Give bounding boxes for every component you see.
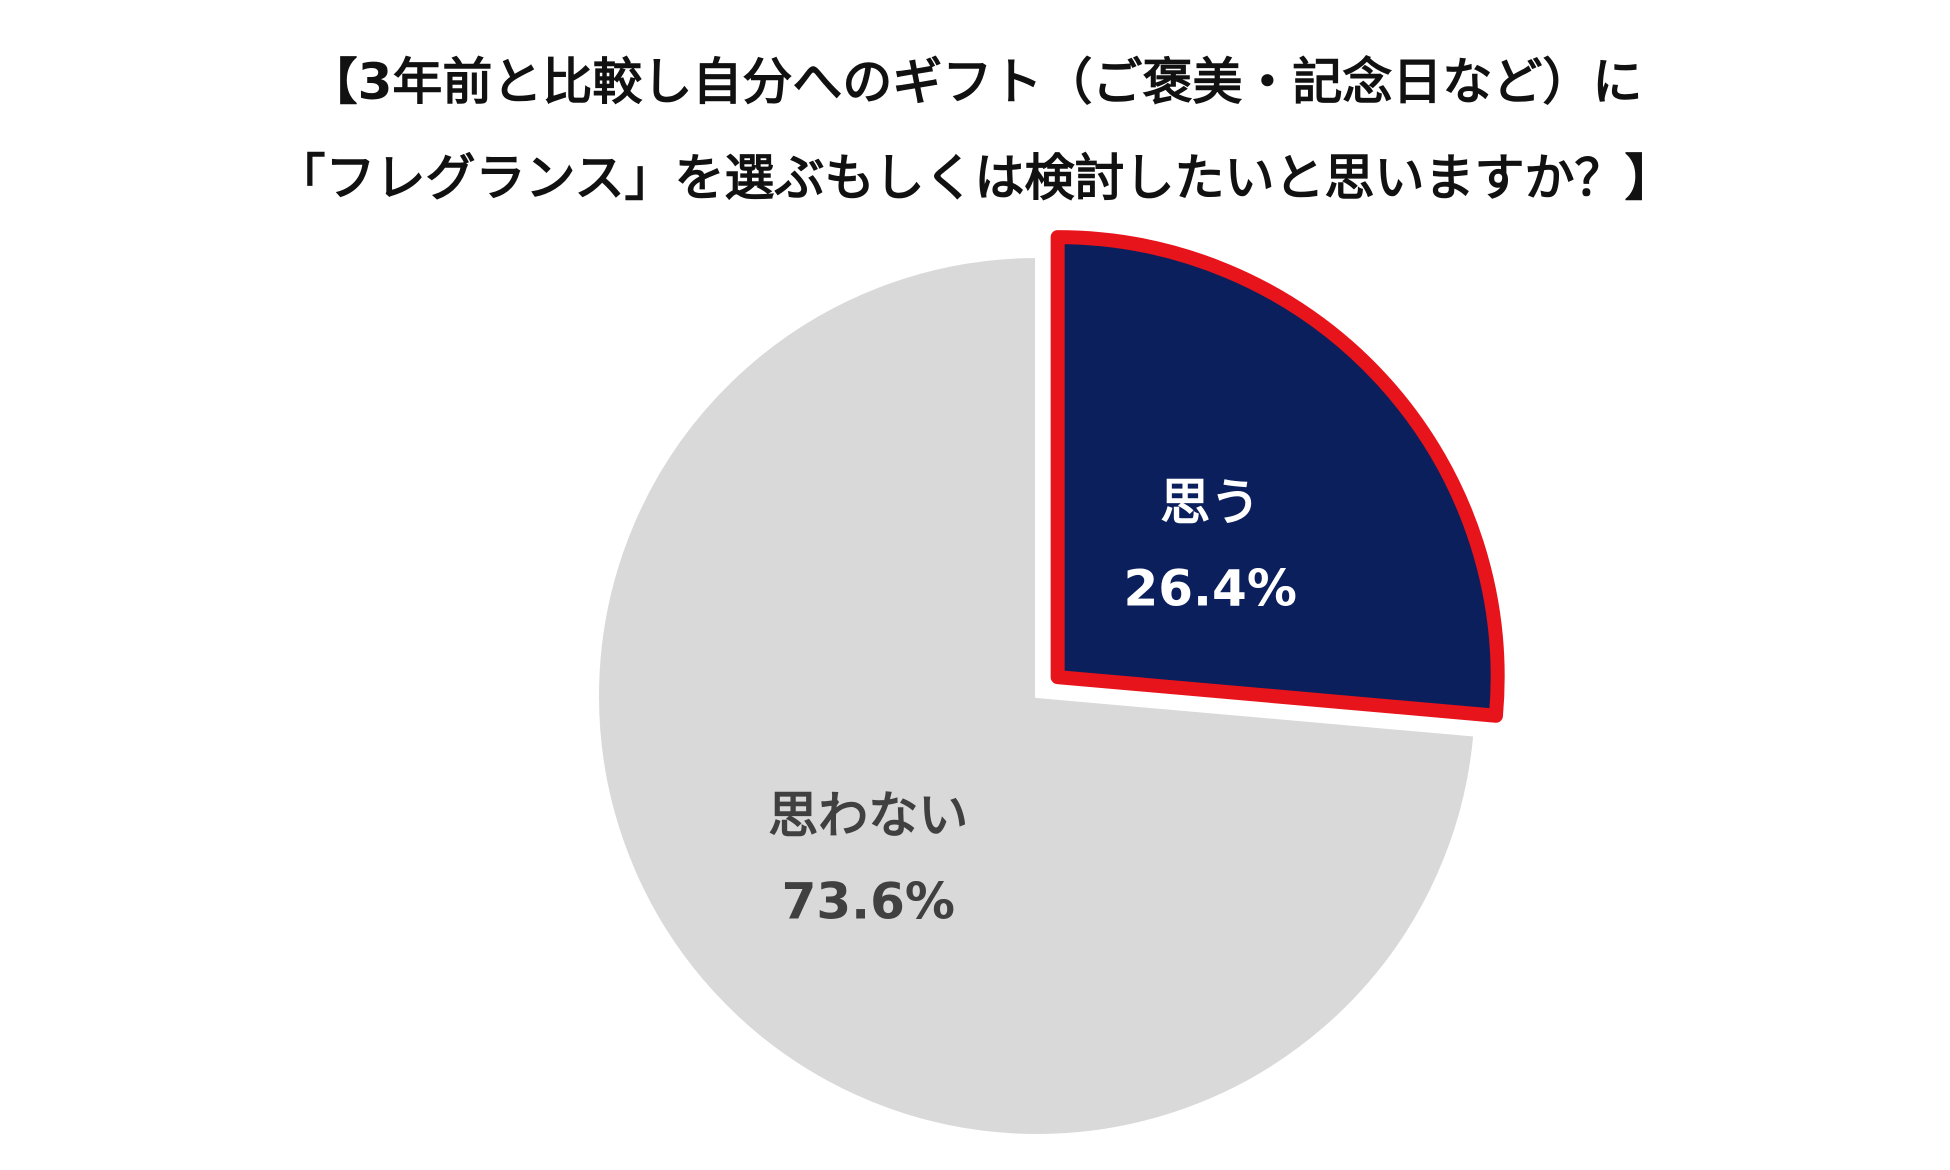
slice-value-label-1: 26.4% xyxy=(1123,559,1296,617)
pie-slice-2 xyxy=(595,253,1478,1138)
pie-slice-1 xyxy=(1050,230,1505,723)
chart-title-line-1: 【3年前と比較し自分へのギフト（ご褒美・記念日など）に xyxy=(307,53,1643,111)
slice-label-2: 思わない xyxy=(768,787,968,845)
chart-title-line-2: 「フレグランス」を選ぶもしくは検討したいと思いますか？】 xyxy=(275,149,1675,207)
slice-value-label-2: 73.6% xyxy=(782,873,955,931)
slice-label-1: 思う xyxy=(1160,473,1260,531)
